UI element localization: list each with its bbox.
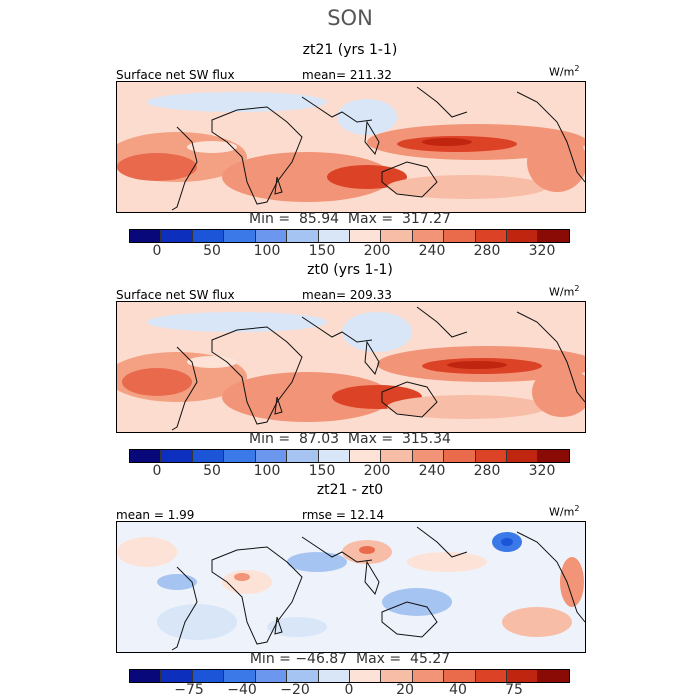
panel-3-tick: −40 [227,682,257,698]
panel-2-units: W/m2 [549,284,580,299]
panel-1-colorbar [129,229,570,243]
colorbar-swatch [538,670,569,682]
panel-3-tick: 40 [449,682,467,698]
panel-3-field-shading [117,532,584,640]
colorbar-swatch [444,450,476,462]
colorbar-swatch [130,450,162,462]
panel-1-title: zt21 (yrs 1-1) [302,42,398,58]
colorbar-swatch [161,450,193,462]
colorbar-swatch [349,230,382,242]
panel-1-tick: 150 [308,243,336,259]
colorbar-swatch [507,230,539,242]
panel-3-units: W/m2 [549,504,580,519]
colorbar-swatch [318,450,350,462]
colorbar-swatch [255,230,288,242]
colorbar-swatch [475,670,508,682]
panel-3-tick: 75 [505,682,523,698]
panel-1-minmax: Min = 85.94 Max = 317.27 [249,211,451,227]
colorbar-swatch [475,450,508,462]
colorbar-swatch [507,450,539,462]
colorbar-swatch [255,670,288,682]
colorbar-swatch [538,230,569,242]
panel-3-map [116,521,586,653]
panel-3-colorbar [129,669,570,683]
panel-1-coastlines [171,86,585,211]
panel-2-title: zt0 (yrs 1-1) [307,262,393,278]
panel-1-tick: 0 [152,243,162,259]
panel-3-tick: −20 [280,682,310,698]
season-title: SON [327,6,373,30]
colorbar-swatch [255,450,288,462]
colorbar-swatch [192,230,225,242]
colorbar-swatch [287,670,319,682]
colorbar-swatch [192,670,225,682]
colorbar-swatch [444,230,476,242]
panel-2-tick: 200 [363,463,391,479]
panel-2-tick: 150 [308,463,336,479]
panel-3-tick: −75 [174,682,204,698]
colorbar-swatch [224,450,256,462]
panel-2-coastlines [171,306,585,431]
colorbar-swatch [349,450,382,462]
panel-2-minmax: Min = 87.03 Max = 315.34 [249,431,451,447]
colorbar-swatch [224,230,256,242]
colorbar-swatch [161,230,193,242]
panel-1-map-svg [117,82,585,212]
panel-1-field-shading [117,92,585,202]
panel-2-tick: 100 [253,463,281,479]
panel-1-tick: 200 [363,243,391,259]
colorbar-swatch [507,670,539,682]
colorbar-swatch [412,670,445,682]
colorbar-swatch [318,230,350,242]
panel-2-tick: 320 [528,463,556,479]
panel-1-tick: 240 [418,243,446,259]
colorbar-swatch [192,450,225,462]
panel-3-map-svg [117,522,585,652]
panel-3-minmax: Min = −46.87 Max = 45.27 [249,651,451,667]
panel-2-field-shading [117,312,585,422]
panel-2-tick: 50 [203,463,221,479]
panel-2-map [116,301,586,433]
colorbar-swatch [161,670,193,682]
panel-1-tick: 50 [203,243,221,259]
panel-1-map [116,81,586,213]
colorbar-swatch [475,230,508,242]
colorbar-swatch [412,230,445,242]
panel-3-title: zt21 - zt0 [316,482,384,498]
colorbar-swatch [130,230,162,242]
colorbar-swatch [381,670,413,682]
panel-3-tick: 20 [396,682,414,698]
panel-1-tick: 280 [473,243,501,259]
panel-3-tick: 0 [344,682,354,698]
panel-2-mean-label: mean= 209.33 [302,288,392,302]
colorbar-swatch [224,670,256,682]
panel-2-variable-label: Surface net SW flux [116,288,235,302]
panel-2-tick: 240 [418,463,446,479]
panel-3-mean-label: mean = 1.99 [116,508,195,522]
panel-1-tick: 100 [253,243,281,259]
colorbar-swatch [287,230,319,242]
panel-1-variable-label: Surface net SW flux [116,68,235,82]
colorbar-swatch [444,670,476,682]
colorbar-swatch [381,450,413,462]
colorbar-swatch [349,670,382,682]
panel-1-units: W/m2 [549,64,580,79]
panel-1-tick: 320 [528,243,556,259]
colorbar-swatch [318,670,350,682]
panel-2-map-svg [117,302,585,432]
colorbar-swatch [130,670,162,682]
panel-3-coastlines [171,526,585,651]
colorbar-swatch [287,450,319,462]
panel-1-mean-label: mean= 211.32 [302,68,392,82]
colorbar-swatch [381,230,413,242]
panel-2-tick: 280 [473,463,501,479]
panel-2-tick: 0 [152,463,162,479]
panel-3-rmse-label: rmse = 12.14 [302,508,385,522]
panel-2-colorbar [129,449,570,463]
colorbar-swatch [538,450,569,462]
colorbar-swatch [412,450,445,462]
